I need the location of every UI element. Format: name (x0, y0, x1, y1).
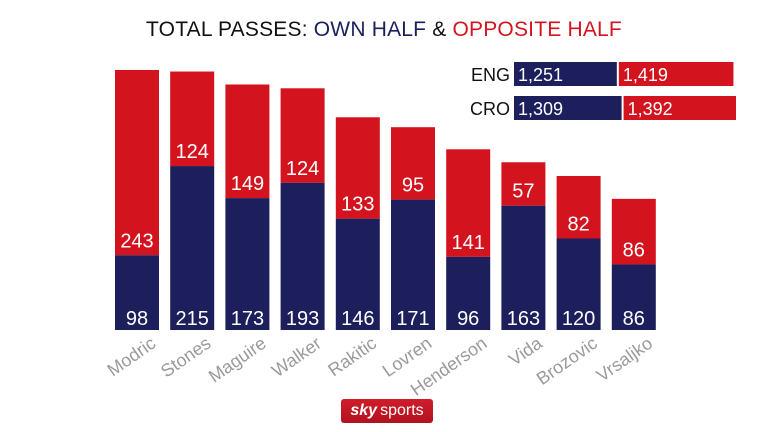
opposite-value-label: 95 (402, 175, 424, 197)
bar-opposite-half (611, 198, 656, 265)
bar-own-half (391, 199, 435, 330)
opposite-value-label: 149 (231, 173, 264, 195)
own-value-label: 86 (623, 308, 645, 330)
bar-opposite-half (335, 117, 380, 219)
title-ampersand: & (426, 18, 453, 41)
team-own-bar (514, 96, 622, 120)
team-opposite-value: 1,419 (623, 65, 668, 85)
bar-own-half (115, 255, 159, 330)
x-tick-label: Brozovic (533, 333, 601, 389)
logo-sports-text: sports (380, 402, 424, 419)
sky-sports-logo: sky sports (341, 399, 433, 423)
opposite-value-label: 141 (452, 232, 485, 254)
bar-opposite-half (280, 88, 325, 183)
team-opposite-bar (618, 62, 734, 86)
chart-title: TOTAL PASSES: OWN HALF & OPPOSITE HALF (0, 18, 768, 42)
bar-own-half (501, 205, 546, 330)
opposite-value-label: 57 (512, 181, 534, 203)
team-own-value: 1,309 (518, 99, 563, 119)
opposite-value-label: 124 (286, 158, 319, 180)
team-opposite-value: 1,392 (628, 99, 673, 119)
own-value-label: 163 (507, 308, 540, 330)
opposite-value-label: 82 (567, 214, 589, 236)
own-value-label: 173 (231, 308, 264, 330)
team-name-label: ENG (471, 65, 510, 85)
team-name-label: CRO (470, 99, 510, 119)
bar-opposite-half (225, 84, 270, 199)
x-tick-label: Vida (505, 332, 547, 369)
own-value-label: 146 (341, 308, 374, 330)
bar-opposite-half (501, 162, 546, 206)
opposite-value-label: 86 (623, 239, 645, 261)
bar-own-half (170, 166, 215, 330)
own-value-label: 171 (396, 308, 429, 330)
opposite-value-label: 124 (176, 141, 209, 163)
bar-opposite-half (170, 71, 215, 167)
x-tick-label: Rakitic (324, 333, 380, 380)
bar-own-half (611, 264, 656, 330)
x-tick-label: Stones (157, 333, 214, 382)
title-own-half: OWN HALF (313, 18, 427, 41)
team-opposite-bar (623, 96, 736, 120)
team-own-bar (514, 62, 617, 86)
x-tick-label: Modric (104, 333, 160, 380)
bar-own-half (556, 238, 601, 330)
x-tick-label: Maguire (205, 333, 270, 387)
opposite-value-label: 243 (120, 230, 153, 252)
bar-opposite-half (115, 70, 159, 256)
own-value-label: 96 (457, 308, 479, 330)
opposite-value-label: 133 (341, 194, 374, 216)
own-value-label: 193 (286, 308, 319, 330)
bar-opposite-half (391, 127, 435, 200)
title-prefix: TOTAL PASSES: (146, 18, 314, 41)
own-value-label: 98 (126, 308, 148, 330)
bar-opposite-half (556, 175, 601, 239)
bar-own-half (225, 198, 270, 330)
bar-own-half (280, 182, 325, 330)
x-tick-label: Walker (268, 333, 325, 381)
own-value-label: 120 (562, 308, 595, 330)
bar-opposite-half (446, 149, 491, 257)
bar-own-half (446, 256, 491, 330)
bar-own-half (335, 218, 380, 330)
team-own-value: 1,251 (518, 65, 563, 85)
title-opposite-half: OPPOSITE HALF (452, 18, 622, 41)
x-tick-label: Vrsaljko (593, 333, 656, 386)
own-value-label: 215 (176, 308, 209, 330)
logo-sky-text: sky (350, 402, 378, 419)
